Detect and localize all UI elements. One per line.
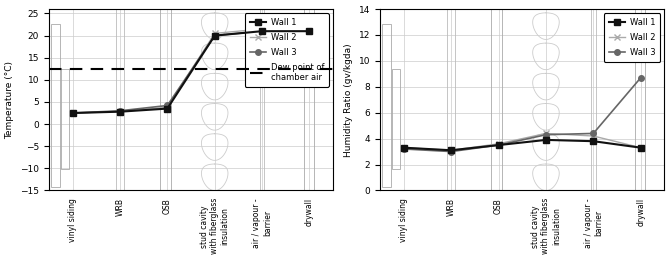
Y-axis label: Humidity Ratio (gv/kgda): Humidity Ratio (gv/kgda) <box>344 43 353 157</box>
Bar <box>304 9 314 190</box>
Y-axis label: Temperature (°C): Temperature (°C) <box>5 61 15 139</box>
Bar <box>160 9 171 190</box>
Bar <box>635 9 645 190</box>
Legend: Wall 1, Wall 2, Wall 3: Wall 1, Wall 2, Wall 3 <box>604 13 660 62</box>
Legend: Wall 1, Wall 2, Wall 3, Dew point of
chamber air: Wall 1, Wall 2, Wall 3, Dew point of cha… <box>245 13 329 87</box>
Bar <box>492 9 502 190</box>
